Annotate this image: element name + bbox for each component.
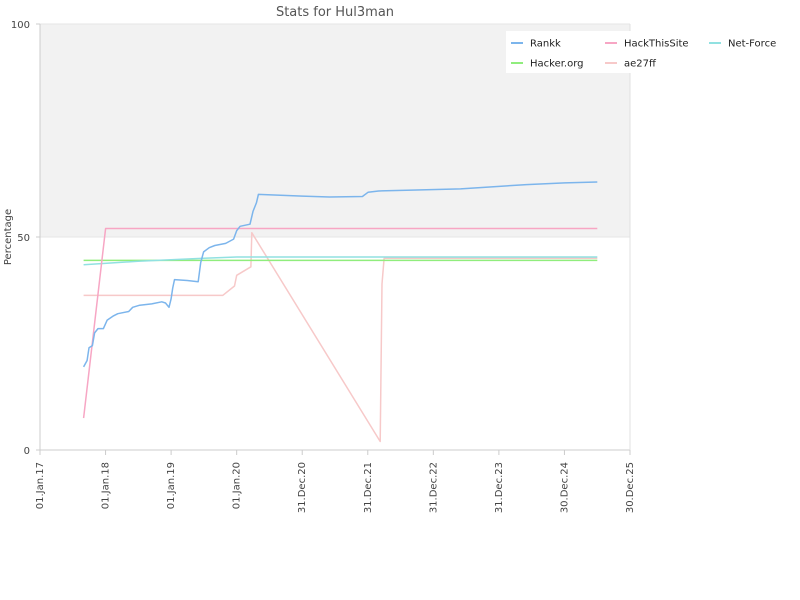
y-tick-label: 0 bbox=[24, 446, 30, 457]
legend-box bbox=[506, 31, 780, 73]
legend-label-hacker-org: Hacker.org bbox=[530, 59, 584, 70]
x-tick-label: 01.Jan.19 bbox=[166, 462, 177, 509]
legend-label-rankk: Rankk bbox=[530, 39, 561, 50]
legend-label-hackthissite: HackThisSite bbox=[624, 39, 689, 50]
x-tick-label: 31.Dec.22 bbox=[428, 462, 439, 513]
series-line-ae27ff bbox=[83, 231, 598, 443]
x-tick-label: 01.Jan.17 bbox=[35, 462, 46, 509]
x-tick-label: 30.Dec.24 bbox=[559, 462, 570, 513]
x-tick-label: 01.Jan.20 bbox=[232, 462, 243, 509]
x-tick-label: 31.Dec.21 bbox=[363, 462, 374, 513]
legend: Rankk HackThisSite Net-Force Hacker.org ae27… bbox=[506, 31, 780, 73]
chart-title: Stats for Hul3man bbox=[276, 5, 394, 20]
x-tick-label: 31.Dec.20 bbox=[297, 462, 308, 513]
legend-label-net-force: Net-Force bbox=[728, 39, 776, 50]
y-axis-ticks: 0 50 100 bbox=[11, 20, 40, 457]
y-tick-label: 100 bbox=[11, 20, 30, 31]
series-line-hackthissite bbox=[82, 227, 598, 419]
series-line-net-force bbox=[83, 256, 598, 266]
series-layer bbox=[82, 181, 598, 443]
x-tick-label: 01.Jan.18 bbox=[101, 462, 112, 509]
legend-label-ae27ff: ae27ff bbox=[624, 59, 657, 70]
x-tick-label: 30.Dec.25 bbox=[625, 462, 636, 513]
x-tick-label: 31.Dec.23 bbox=[494, 462, 505, 513]
y-tick-label: 50 bbox=[17, 233, 30, 244]
y-axis-label: Percentage bbox=[3, 209, 14, 265]
x-axis-ticks: 01.Jan.17 01.Jan.18 01.Jan.19 01.Jan.20 31.D… bbox=[35, 450, 636, 513]
series-line-rankk bbox=[82, 181, 598, 368]
